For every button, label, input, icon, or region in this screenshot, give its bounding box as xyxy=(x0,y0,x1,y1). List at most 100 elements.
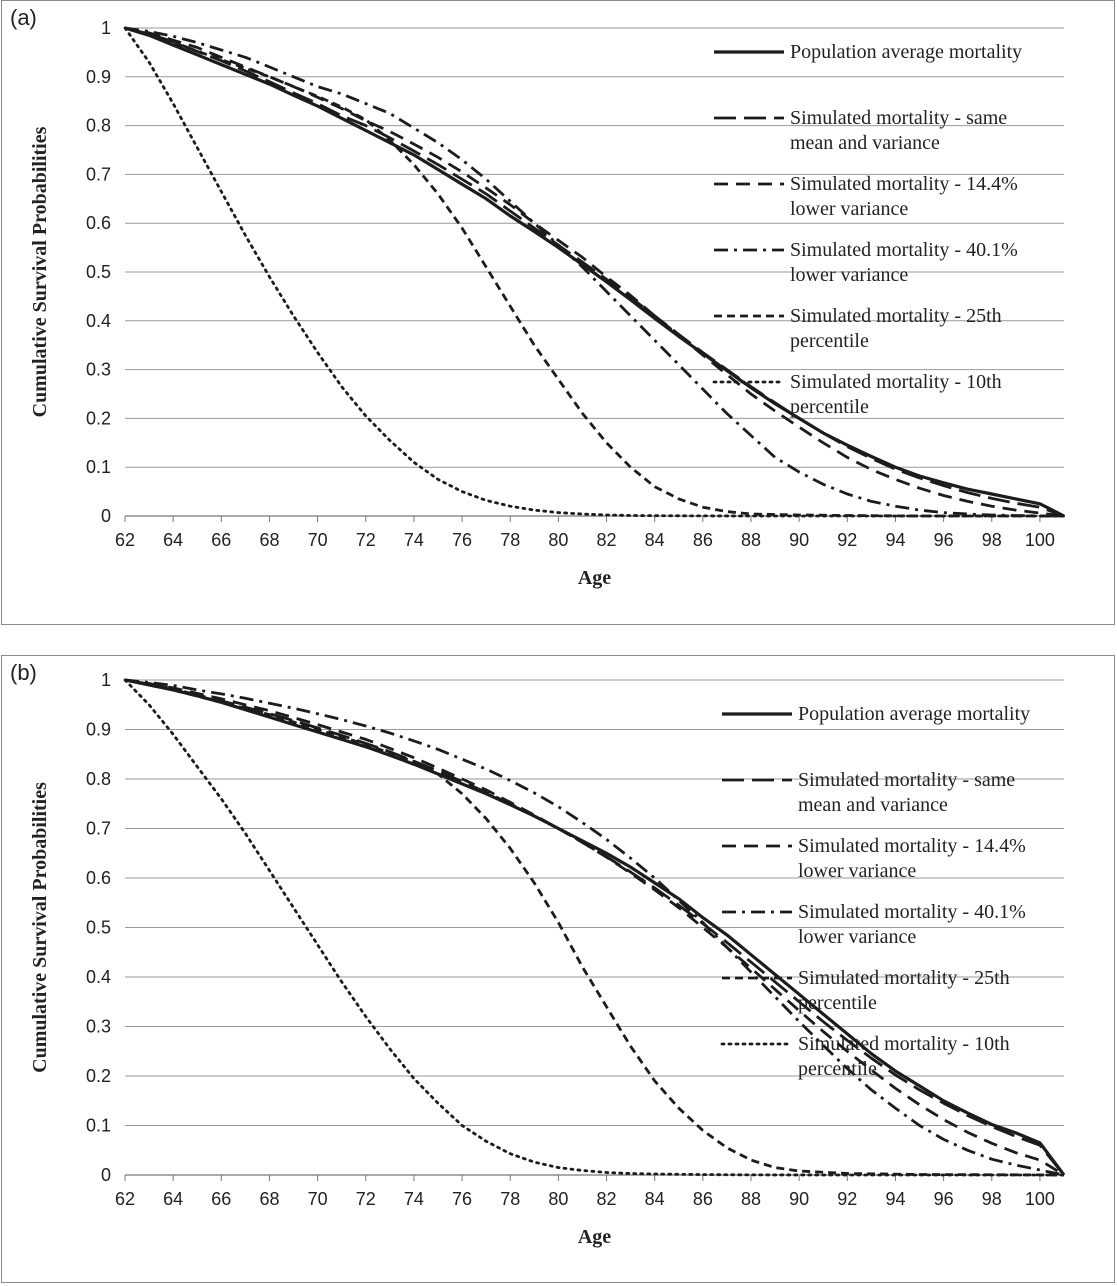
x-tick-label: 98 xyxy=(982,1189,1002,1209)
y-tick-label: 1 xyxy=(101,18,111,38)
series-line-5 xyxy=(123,26,1066,518)
legend-label: Simulated mortality - 14.4% xyxy=(798,835,1026,857)
x-axis-title: Age xyxy=(578,1226,611,1248)
x-tick-label: 94 xyxy=(885,1189,905,1209)
legend-label: Simulated mortality - same xyxy=(798,769,1015,791)
series-line-3 xyxy=(124,678,1065,1177)
y-tick-label: 0.8 xyxy=(86,116,111,136)
y-tick-label: 0.5 xyxy=(86,262,111,282)
y-tick-label: 0.4 xyxy=(86,967,111,987)
panel-label-b: (b) xyxy=(10,660,37,685)
legend-label: percentile xyxy=(798,1058,877,1080)
x-tick-label: 84 xyxy=(645,1189,665,1209)
x-tick-label: 98 xyxy=(982,530,1002,550)
legend-label: lower variance xyxy=(798,860,916,882)
x-tick-label: 90 xyxy=(789,1189,809,1209)
x-tick-label: 86 xyxy=(693,1189,713,1209)
chart-a-svg: 0 0.1 0.2 0.3 0.4 0.5 0.6 0.7 0.8 0.9 1 62 64 66 68 70 7… xyxy=(29,18,1066,589)
x-tick-label: 88 xyxy=(741,530,761,550)
x-tick-label: 88 xyxy=(741,1189,761,1209)
x-tick-label: 96 xyxy=(934,530,954,550)
panel-label-a: (a) xyxy=(10,5,37,30)
legend-label: Simulated mortality - same xyxy=(790,107,1007,129)
x-tick-label: 74 xyxy=(404,530,424,550)
x-tick-label: 100 xyxy=(1025,1189,1055,1209)
x-tick-label: 90 xyxy=(789,530,809,550)
series-line-0 xyxy=(124,678,1066,1176)
y-tick-label: 0.8 xyxy=(86,769,111,789)
x-tick-label: 70 xyxy=(308,1189,328,1209)
x-tick-label: 66 xyxy=(211,1189,231,1209)
legend: Population average mortality Simulated mo… xyxy=(712,41,1022,418)
x-tick-label: 78 xyxy=(500,1189,520,1209)
x-tick-label: 76 xyxy=(452,1189,472,1209)
y-tick-label: 1 xyxy=(101,670,111,690)
series-line-5 xyxy=(123,678,1066,1177)
y-axis-title: Cumulative Survival Probabilities xyxy=(29,126,51,417)
series-line-1 xyxy=(124,26,1065,518)
x-tick-label: 72 xyxy=(356,1189,376,1209)
x-tick-label: 72 xyxy=(356,530,376,550)
x-tick-label: 96 xyxy=(934,1189,954,1209)
x-tick-label: 70 xyxy=(308,530,328,550)
legend-label: mean and variance xyxy=(798,794,948,816)
legend: Population average mortality Simulated mo… xyxy=(720,703,1030,1080)
x-tick-label: 66 xyxy=(211,530,231,550)
y-tick-label: 0.2 xyxy=(86,1066,111,1086)
series-line-0 xyxy=(124,26,1065,518)
x-tick-label: 86 xyxy=(693,530,713,550)
y-tick-label: 0.6 xyxy=(86,213,111,233)
gridlines xyxy=(125,679,1064,1176)
series-group xyxy=(123,678,1066,1177)
series-group xyxy=(123,26,1066,518)
legend-label: Population average mortality xyxy=(790,41,1022,63)
legend-label: Population average mortality xyxy=(798,703,1030,725)
series-line-3 xyxy=(124,26,1064,518)
legend-label: Simulated mortality - 40.1% xyxy=(790,239,1018,261)
legend-label: percentile xyxy=(790,330,869,352)
x-tick-label: 80 xyxy=(548,530,568,550)
legend-label: percentile xyxy=(798,992,877,1014)
x-tick-label: 62 xyxy=(115,530,135,550)
x-tick-label: 76 xyxy=(452,530,472,550)
y-tick-label: 0.9 xyxy=(86,720,111,740)
x-tick-label: 94 xyxy=(885,530,905,550)
legend-label: Simulated mortality - 40.1% xyxy=(798,901,1026,923)
x-tick-label: 68 xyxy=(259,530,279,550)
series-line-2 xyxy=(124,26,1065,518)
chart-panel-b: (b) 0 0.1 0.2 0.3 0.4 0.5 0.6 0.7 0.8 0.9 1 62 64 66 6… xyxy=(1,655,1115,1283)
x-tick-label: 64 xyxy=(163,530,183,550)
legend-label: lower variance xyxy=(790,198,908,220)
x-tick-label: 92 xyxy=(837,530,857,550)
x-tick-label: 92 xyxy=(837,1189,857,1209)
chart-panel-a: (a) 0 0.1 0.2 0.3 0.4 0.5 0.6 0.7 0.8 0.9 1 62 64 66 6… xyxy=(1,0,1115,625)
y-tick-label: 0.7 xyxy=(86,164,111,184)
legend-label: Simulated mortality - 25th xyxy=(798,967,1010,989)
x-axis-title: Age xyxy=(578,567,611,589)
legend-label: Simulated mortality - 25th xyxy=(790,305,1002,327)
x-tick-label: 74 xyxy=(404,1189,424,1209)
y-tick-label: 0.4 xyxy=(86,311,111,331)
x-tick-label: 62 xyxy=(115,1189,135,1209)
y-axis-title: Cumulative Survival Probabilities xyxy=(29,782,51,1073)
y-tick-label: 0.7 xyxy=(86,819,111,839)
y-tick-label: 0.5 xyxy=(86,918,111,938)
y-tick-label: 0.2 xyxy=(86,408,111,428)
x-tick-label: 68 xyxy=(259,1189,279,1209)
y-tick-label: 0 xyxy=(101,1165,111,1185)
x-tick-label: 80 xyxy=(548,1189,568,1209)
y-tick-label: 0.1 xyxy=(86,457,111,477)
series-line-4 xyxy=(124,678,1065,1177)
y-tick-label: 0.3 xyxy=(86,360,111,380)
legend-label: percentile xyxy=(790,396,869,418)
legend-label: Simulated mortality - 10th xyxy=(790,371,1002,393)
x-tick-label: 82 xyxy=(597,530,617,550)
legend-label: lower variance xyxy=(798,926,916,948)
y-tick-label: 0.1 xyxy=(86,1116,111,1136)
y-tick-label: 0 xyxy=(101,506,111,526)
x-tick-label: 82 xyxy=(597,1189,617,1209)
y-tick-label: 0.9 xyxy=(86,67,111,87)
x-tick-label: 64 xyxy=(163,1189,183,1209)
y-tick-label: 0.6 xyxy=(86,868,111,888)
series-line-2 xyxy=(124,678,1065,1177)
